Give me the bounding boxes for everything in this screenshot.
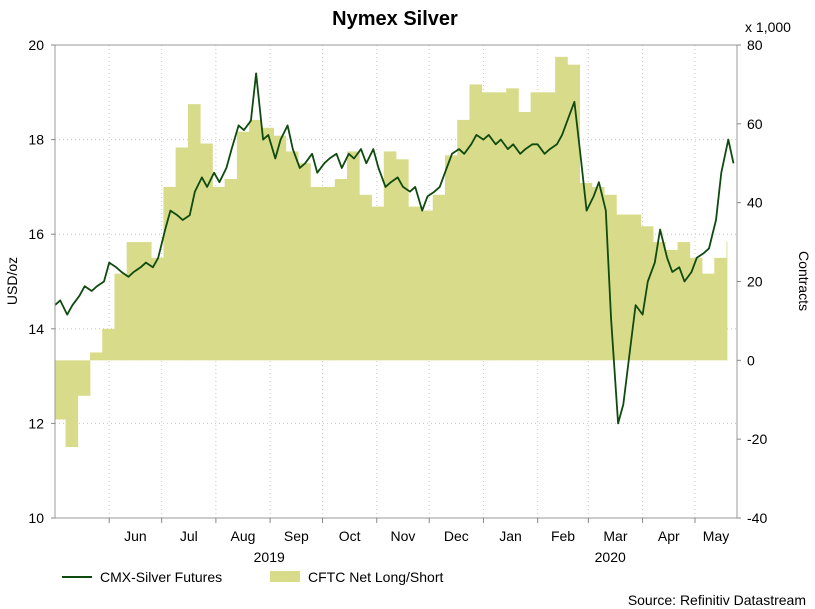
cftc-area-bar (665, 249, 678, 361)
left-tick-label: 20 (28, 37, 44, 53)
cftc-area-bar (726, 242, 728, 361)
right-tick-label: 40 (747, 195, 763, 211)
cftc-area-bar (212, 186, 226, 361)
right-axis-label: Contracts (796, 251, 812, 311)
right-axis-multiplier: x 1,000 (745, 19, 791, 35)
cftc-area-bar (224, 179, 238, 361)
cftc-area-bar (493, 92, 507, 361)
cftc-area-bar (555, 56, 568, 361)
right-tick-label: -20 (747, 431, 767, 447)
chart-title: Nymex Silver (332, 8, 458, 30)
cftc-area-bar (65, 360, 79, 448)
cftc-area-bar (591, 186, 605, 361)
cftc-area-bar (432, 194, 446, 361)
cftc-area-bar (89, 352, 103, 361)
left-tick-label: 12 (28, 415, 44, 431)
cftc-area-bar (579, 182, 593, 361)
cftc-area-bar (640, 226, 654, 361)
cftc-area-bar (542, 92, 556, 361)
left-tick-label: 18 (28, 132, 44, 148)
cftc-area-bar (408, 206, 421, 361)
cftc-area-bar (396, 159, 409, 361)
left-axis: 10 12 14 16 18 20 (28, 37, 55, 526)
cftc-area-bar (175, 147, 189, 361)
month-label: Jun (124, 528, 147, 544)
cftc-area-bar (420, 210, 434, 361)
left-tick-label: 14 (28, 321, 44, 337)
cftc-area-bar (322, 186, 336, 361)
right-tick-label: 80 (747, 37, 763, 53)
month-label: Aug (231, 528, 256, 544)
x-axis: Jun Jul Aug Sep Oct Nov Dec Jan Feb Mar Apr May 2019… (108, 518, 729, 565)
source-note: Source: Refinitiv Datastream (628, 592, 806, 608)
right-tick-label: 0 (747, 352, 755, 368)
cftc-area-bar (567, 64, 581, 361)
cftc-area-bar (298, 163, 311, 361)
cftc-area-bar (530, 92, 544, 361)
month-label: Feb (551, 528, 575, 544)
cftc-area-bar (677, 242, 691, 361)
legend-cftc-label: CFTC Net Long/Short (308, 569, 443, 585)
month-label: Oct (339, 528, 361, 544)
cftc-area-bar (187, 104, 201, 361)
cftc-area-bar (285, 151, 299, 361)
cftc-area-series (55, 56, 728, 448)
cftc-area-bar (444, 155, 458, 361)
cftc-area-bar (702, 273, 715, 361)
month-label: Apr (658, 528, 680, 544)
month-label: Dec (444, 528, 469, 544)
year-label: 2020 (595, 549, 626, 565)
legend-area-swatch (270, 571, 300, 582)
right-tick-label: 20 (747, 274, 763, 290)
left-tick-label: 16 (28, 226, 44, 242)
month-label: Nov (391, 528, 416, 544)
month-label: May (703, 528, 729, 544)
cftc-area-bar (506, 88, 519, 361)
cftc-area-bar (481, 92, 495, 361)
silver-line-series (54, 72, 735, 425)
month-label: Jan (499, 528, 522, 544)
cftc-area-bar (653, 242, 666, 361)
cftc-area-bar (163, 186, 177, 361)
cftc-area-bar (236, 131, 250, 361)
cftc-area-bar (151, 257, 164, 361)
right-tick-label: -40 (747, 510, 767, 526)
year-label: 2019 (254, 549, 285, 565)
cftc-area-bar (359, 194, 372, 361)
cftc-area-bar (714, 257, 727, 361)
month-label: Mar (603, 528, 627, 544)
left-axis-label: USD/oz (4, 257, 20, 305)
silver-price-line (54, 72, 735, 425)
right-tick-label: 60 (747, 116, 763, 132)
cftc-area-bar (616, 214, 629, 361)
legend-silver-label: CMX-Silver Futures (100, 569, 222, 585)
right-axis: -40 -20 0 20 40 60 80 (737, 37, 767, 526)
cftc-area-bar (55, 360, 66, 420)
cftc-area-bar (371, 206, 385, 361)
cftc-area-bar (689, 257, 703, 361)
cftc-area-bar (77, 360, 91, 396)
month-label: Sep (284, 528, 309, 544)
cftc-area-bar (200, 143, 213, 361)
cftc-area-bar (114, 273, 128, 361)
left-tick-label: 10 (28, 510, 44, 526)
cftc-area-bar (469, 84, 483, 361)
cftc-area-bar (628, 214, 642, 361)
cftc-area-bar (383, 151, 397, 361)
cftc-area-bar (102, 328, 115, 361)
cftc-area-bar (249, 119, 262, 361)
cftc-area-bar (334, 179, 348, 361)
cftc-area-bar (347, 151, 360, 361)
cftc-area-bar (273, 135, 287, 361)
month-label: Jul (180, 528, 198, 544)
cftc-area-bar (138, 242, 152, 361)
cftc-area-bar (310, 186, 323, 361)
cftc-area-bar (457, 119, 470, 361)
cftc-area-bar (126, 242, 140, 361)
cftc-area-bar (261, 127, 274, 361)
legend: CMX-Silver Futures CFTC Net Long/Short (62, 569, 443, 585)
cftc-area-bar (518, 112, 532, 361)
